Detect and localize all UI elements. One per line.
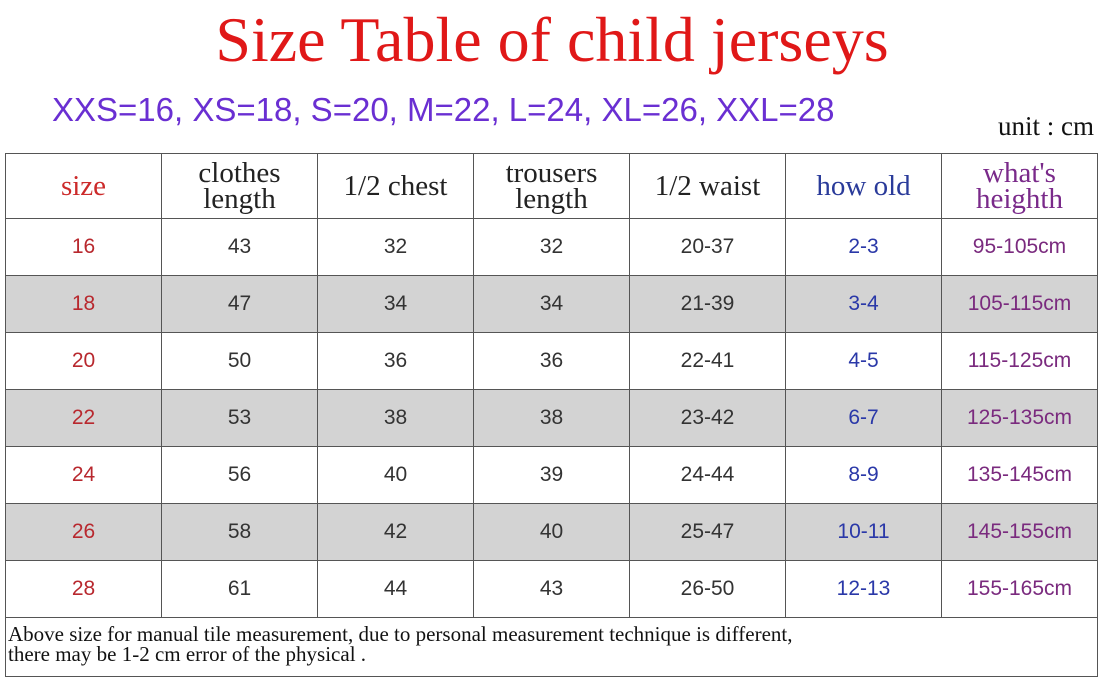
cell-half-chest: 42	[317, 503, 474, 561]
cell-size: 18	[5, 275, 162, 333]
cell-half-waist: 20-37	[629, 218, 786, 276]
cell-clothes-length: 53	[161, 389, 318, 447]
header-size: size	[5, 153, 162, 219]
header-how-old: how old	[785, 153, 942, 219]
table-body: 16 43 32 32 20-37 2-3 95-105cm 18 47 34 34 21-39 3-4…	[5, 218, 1098, 618]
cell-clothes-length: 50	[161, 332, 318, 390]
cell-height: 95-105cm	[941, 218, 1098, 276]
cell-trousers-length: 39	[473, 446, 630, 504]
cell-half-waist: 25-47	[629, 503, 786, 561]
cell-trousers-length: 34	[473, 275, 630, 333]
header-half-waist: 1/2 waist	[629, 153, 786, 219]
cell-how-old: 2-3	[785, 218, 942, 276]
cell-half-chest: 40	[317, 446, 474, 504]
table-row: 18 47 34 34 21-39 3-4 105-115cm	[5, 275, 1098, 333]
cell-clothes-length: 56	[161, 446, 318, 504]
unit-label: unit : cm	[998, 111, 1094, 141]
cell-half-waist: 21-39	[629, 275, 786, 333]
cell-height: 155-165cm	[941, 560, 1098, 618]
cell-half-chest: 36	[317, 332, 474, 390]
cell-half-waist: 24-44	[629, 446, 786, 504]
cell-size: 24	[5, 446, 162, 504]
cell-trousers-length: 40	[473, 503, 630, 561]
cell-trousers-length: 36	[473, 332, 630, 390]
page-title: Size Table of child jerseys	[215, 4, 889, 75]
cell-half-waist: 22-41	[629, 332, 786, 390]
cell-clothes-length: 43	[161, 218, 318, 276]
table-row: 26 58 42 40 25-47 10-11 145-155cm	[5, 503, 1098, 561]
table-row: 24 56 40 39 24-44 8-9 135-145cm	[5, 446, 1098, 504]
cell-how-old: 6-7	[785, 389, 942, 447]
header-trousers-length: trousers length	[473, 153, 630, 219]
cell-how-old: 4-5	[785, 332, 942, 390]
header-row: size clothes length 1/2 chest trousers len…	[5, 153, 1098, 219]
cell-clothes-length: 58	[161, 503, 318, 561]
cell-size: 20	[5, 332, 162, 390]
table-row: 22 53 38 38 23-42 6-7 125-135cm	[5, 389, 1098, 447]
cell-trousers-length: 32	[473, 218, 630, 276]
cell-size: 26	[5, 503, 162, 561]
note-line-2: there may be 1-2 cm error of the physica…	[8, 642, 367, 666]
cell-how-old: 8-9	[785, 446, 942, 504]
note-line-1: Above size for manual tile measurement, …	[8, 622, 793, 646]
cell-how-old: 3-4	[785, 275, 942, 333]
cell-height: 145-155cm	[941, 503, 1098, 561]
cell-size: 28	[5, 560, 162, 618]
cell-how-old: 10-11	[785, 503, 942, 561]
cell-size: 16	[5, 218, 162, 276]
cell-size: 22	[5, 389, 162, 447]
cell-trousers-length: 38	[473, 389, 630, 447]
header-clothes-length: clothes length	[161, 153, 318, 219]
header-half-chest: 1/2 chest	[317, 153, 474, 219]
size-table: size clothes length 1/2 chest trousers len…	[5, 153, 1098, 618]
table-row: 28 61 44 43 26-50 12-13 155-165cm	[5, 560, 1098, 618]
cell-trousers-length: 43	[473, 560, 630, 618]
header-height: what's heighth	[941, 153, 1098, 219]
table-row: 16 43 32 32 20-37 2-3 95-105cm	[5, 218, 1098, 276]
cell-clothes-length: 47	[161, 275, 318, 333]
cell-half-chest: 38	[317, 389, 474, 447]
cell-half-chest: 34	[317, 275, 474, 333]
cell-half-chest: 32	[317, 218, 474, 276]
size-code-mapping: XXS=16, XS=18, S=20, M=22, L=24, XL=26, …	[52, 91, 835, 128]
table-row: 20 50 36 36 22-41 4-5 115-125cm	[5, 332, 1098, 390]
cell-height: 135-145cm	[941, 446, 1098, 504]
cell-clothes-length: 61	[161, 560, 318, 618]
cell-half-waist: 23-42	[629, 389, 786, 447]
cell-height: 125-135cm	[941, 389, 1098, 447]
cell-height: 105-115cm	[941, 275, 1098, 333]
measurement-note: Above size for manual tile measurement, …	[5, 607, 1098, 677]
cell-height: 115-125cm	[941, 332, 1098, 390]
